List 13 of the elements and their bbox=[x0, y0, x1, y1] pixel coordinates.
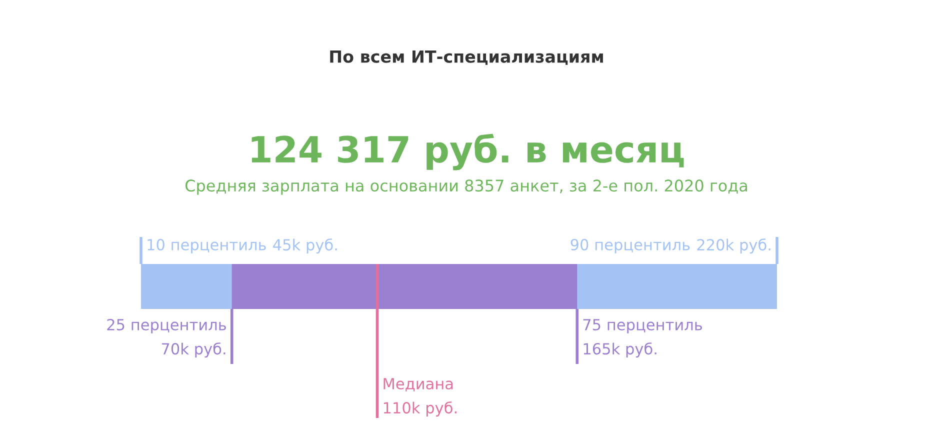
text: По всем ИТ-специализациям bbox=[330, 50, 603, 65]
text: Средняя зарплата на основании 8357 анкет, за 2-е пол. 2020 года bbox=[185, 180, 747, 195]
data-label: 45k руб. bbox=[273, 238, 337, 254]
category-label: Медиана bbox=[384, 378, 453, 392]
data-label: 165k руб. bbox=[584, 342, 656, 358]
data-label: 110k руб. bbox=[384, 401, 456, 417]
text: 124 317 руб. в месяц bbox=[252, 134, 684, 170]
category-label: 90 перцентиль bbox=[570, 238, 690, 254]
category-label: 10 перцентиль bbox=[148, 238, 266, 254]
data-label: 220k руб. bbox=[697, 238, 770, 254]
category-label: 75 перцентиль bbox=[583, 319, 702, 334]
data-label: 70k руб. bbox=[162, 342, 226, 358]
category-label: 25 перцентиль bbox=[107, 318, 226, 334]
